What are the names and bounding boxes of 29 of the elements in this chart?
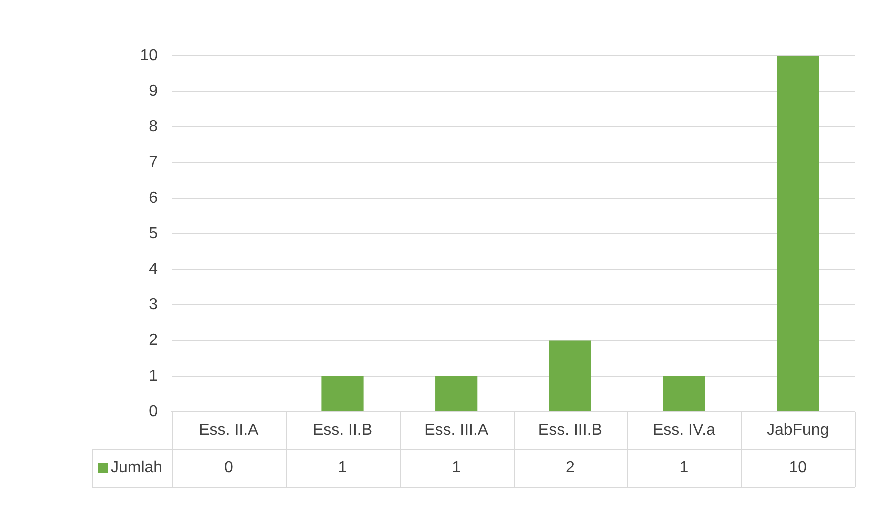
y-tick-label: 0	[149, 403, 158, 420]
y-tick-label: 5	[149, 225, 158, 242]
bar	[663, 376, 706, 412]
bar	[549, 340, 592, 412]
data-label: 0	[224, 459, 234, 476]
data-label: 1	[338, 459, 348, 476]
legend-label: Jumlah	[111, 459, 163, 476]
x-tick-label: Ess. II.B	[312, 422, 373, 439]
y-tick-label: 8	[149, 118, 158, 136]
bar	[436, 376, 478, 412]
y-tick-label: 7	[149, 154, 158, 172]
bar	[322, 376, 364, 412]
bar	[777, 56, 820, 412]
x-tick-label: Ess. III.A	[424, 422, 489, 439]
data-label: 1	[452, 459, 462, 476]
data-label: 10	[789, 459, 808, 476]
y-tick-label: 1	[149, 368, 158, 385]
y-tick-label: 9	[149, 83, 158, 100]
y-tick-label: 2	[149, 332, 158, 350]
x-tick-label: Ess. II.A	[199, 422, 260, 439]
data-label: 1	[680, 459, 689, 476]
y-tick-label: 4	[149, 261, 158, 278]
x-tick-label: Ess. III.B	[538, 422, 602, 439]
x-tick-label: JabFung	[766, 422, 830, 439]
x-tick-label: Ess. IV.a	[652, 422, 716, 439]
y-tick-label: 10	[140, 47, 158, 64]
data-label: 2	[566, 459, 575, 476]
y-tick-label: 3	[149, 296, 158, 314]
y-tick-label: 6	[149, 190, 158, 207]
